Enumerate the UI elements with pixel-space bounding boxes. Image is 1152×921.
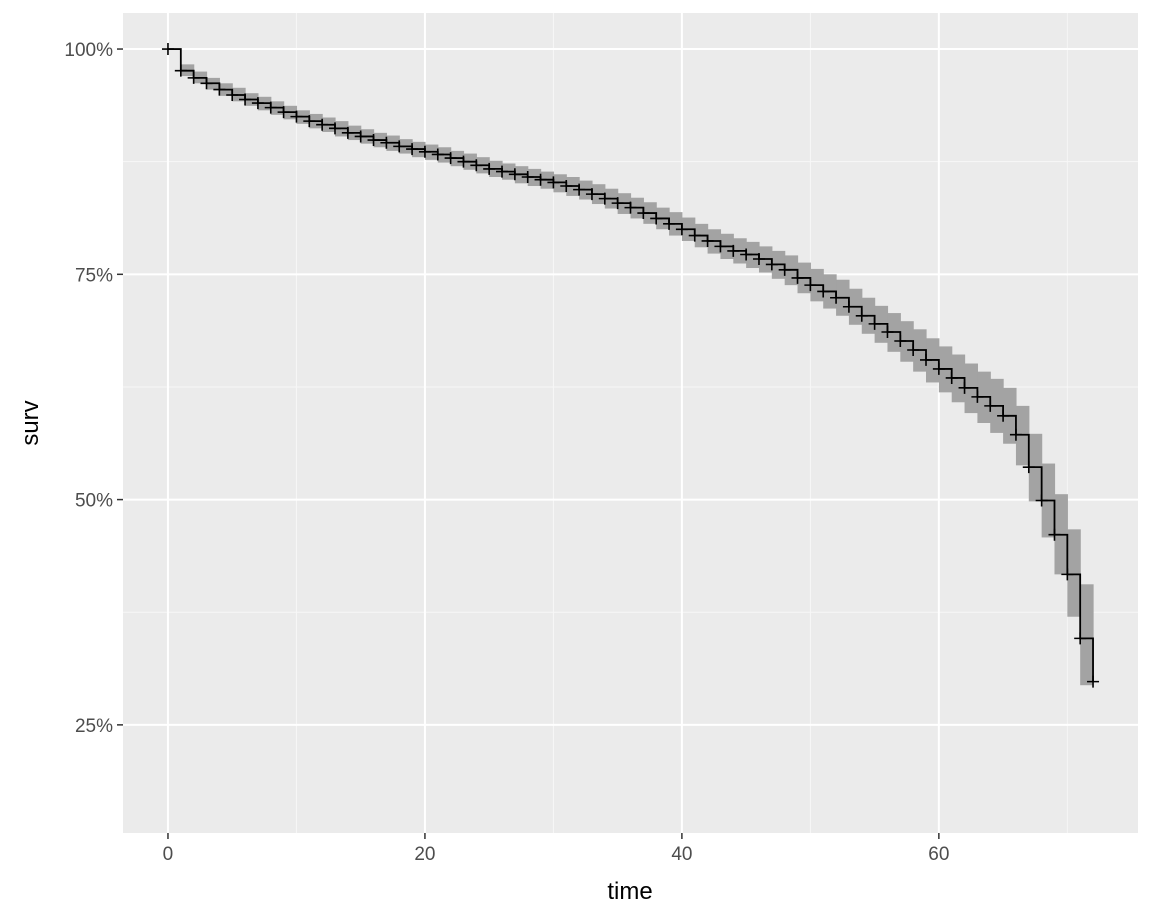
censor-mark [675,223,688,236]
censor-mark [611,197,624,210]
censor-mark [907,344,920,357]
censor-mark [187,71,200,84]
censor-mark [585,188,598,201]
censor-mark [958,381,971,394]
ci-step [1015,405,1030,466]
x-tick-label: 0 [163,844,174,865]
censor-mark [367,134,380,147]
censor-mark [560,180,573,193]
plot-panel [123,13,1138,833]
censor-mark [971,390,984,403]
censor-mark [406,143,419,156]
censor-mark [868,317,881,330]
censor-mark [830,291,843,304]
censor-mark [277,106,290,119]
x-axis: 0 20 40 60 [163,833,949,865]
censor-mark [444,152,457,165]
censor-mark [354,130,367,143]
censor-mark [688,229,701,242]
censor-mark [1048,528,1061,541]
censor-mark [894,335,907,347]
censor-mark [791,271,804,284]
censor-mark [496,165,509,178]
censor-mark [1022,461,1035,474]
censor-mark [457,155,470,168]
censor-mark [1035,494,1048,507]
censor-mark [573,183,586,196]
censor-mark [804,279,817,292]
censor-mark [714,240,727,253]
censor-mark [855,309,868,322]
censor-mark [161,43,174,56]
y-axis: 25% 50% 75% 100% [64,40,123,737]
censor-mark [470,159,483,172]
censor-mark [752,253,765,265]
y-tick-label: 50% [75,491,113,512]
censor-mark [380,136,393,149]
censor-mark [984,399,997,412]
censor-mark [778,263,791,276]
censor-mark [740,248,753,261]
censor-mark [547,176,560,189]
censor-mark [483,162,496,175]
ci-step [1067,529,1081,617]
censor-mark [264,101,277,114]
censor-mark [213,83,226,96]
ci-step [1080,584,1094,686]
censor-mark [200,77,213,90]
censor-mark [341,126,354,139]
ci-step [553,174,567,193]
censor-mark [418,145,431,158]
censor-mark [290,110,303,123]
x-tick-label: 20 [414,844,435,865]
y-tick-label: 75% [75,265,113,286]
censor-mark [174,64,187,77]
censor-mark [997,409,1010,422]
censor-mark [534,173,547,186]
censor-mark [881,325,894,338]
censor-mark [701,234,714,247]
censor-mark [624,201,637,214]
y-tick-label: 100% [64,40,113,61]
censor-mark [637,207,650,220]
y-axis-title: surv [17,400,44,445]
censor-mark [727,244,740,257]
x-axis-title: time [607,878,652,905]
censor-mark [521,171,534,183]
censor-mark [226,89,239,101]
censor-mark [251,97,264,110]
censor-mark [932,362,945,375]
censor-mark [842,300,855,313]
censor-mark [650,212,663,225]
censor-mark [920,353,933,366]
x-tick-label: 40 [671,844,692,865]
censor-mark [1087,675,1100,688]
censor-mark [1009,428,1022,441]
censor-marks [161,43,1100,688]
censor-mark [945,371,958,384]
censor-mark [303,115,316,128]
censor-mark [239,93,252,106]
censor-mark [393,140,406,153]
censor-mark [328,122,341,135]
x-tick-label: 60 [928,844,949,865]
censor-mark [508,168,521,181]
censor-mark [663,217,676,230]
censor-mark [431,148,444,161]
y-tick-label: 25% [75,716,113,737]
censor-mark [1074,632,1087,645]
censor-mark [598,192,611,205]
censor-mark [765,258,778,271]
censor-mark [316,118,329,131]
censor-mark [1061,568,1074,581]
censor-mark [817,285,830,298]
